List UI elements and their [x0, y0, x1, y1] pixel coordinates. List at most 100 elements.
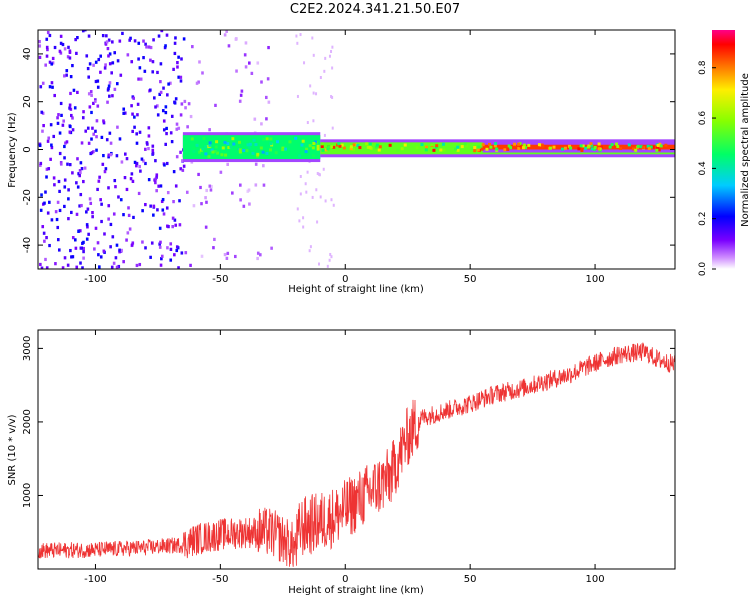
spectrogram-noise-cell [79, 261, 82, 265]
spectrogram-band-cell [403, 143, 407, 147]
spectrogram-noise-cell [147, 134, 151, 138]
spectrogram-band-cell [378, 145, 382, 149]
spectrogram-noise-cell [125, 157, 129, 161]
spectrogram-noise-cell [78, 174, 82, 178]
spectrogram-noise-cell [43, 239, 46, 243]
spectrogram-noise-cell [114, 185, 117, 189]
spectrogram-noise-cell [247, 188, 251, 192]
spectrogram-noise-cell [91, 215, 94, 219]
spectrogram-band-cell [216, 151, 220, 155]
spectrogram-noise-cell [142, 56, 145, 60]
spectrogram-noise-cell [69, 91, 72, 96]
snr-y-ticks: 1000 2000 3000 [22, 336, 675, 508]
spectrogram-noise-cell [79, 246, 83, 250]
spectrogram-noise-cell [223, 33, 227, 37]
spectrogram-noise-cell [165, 131, 168, 136]
spectrogram-noise-cell [51, 85, 54, 89]
spectrogram-noise-cell [331, 95, 334, 99]
spectrogram-noise-cell [312, 53, 315, 57]
spectrogram-band-cell [352, 143, 356, 147]
spectrogram-noise-cell [50, 62, 54, 66]
spectrogram-noise-cell [87, 75, 91, 79]
spectrogram-band-cell [190, 137, 194, 141]
spectrogram-band-cell [202, 136, 206, 140]
spectrogram-noise-cell [331, 45, 334, 49]
spectrogram-band-cell [213, 149, 217, 153]
spectrogram-noise-cell [226, 162, 229, 166]
spectrogram-noise-cell [59, 101, 63, 106]
spectrogram-noise-cell [120, 160, 124, 164]
spectrogram-band-cell [248, 142, 252, 146]
spectrogram-noise-cell [231, 191, 234, 195]
spectrogram-noise-cell [295, 34, 298, 38]
spectrogram-noise-cell [45, 37, 49, 41]
spectrogram-band-cell [301, 139, 305, 143]
spectrogram-noise-cell [69, 75, 73, 79]
spectrogram-noise-cell [118, 248, 121, 252]
spectrogram-noise-cell [96, 104, 100, 108]
spectrogram-band-cell [352, 147, 356, 151]
spectrogram-band-cell [208, 141, 212, 145]
spectrogram-noise-cell [53, 183, 56, 187]
spectrogram-noise-cell [107, 204, 111, 208]
spectrogram-noise-cell [76, 90, 79, 95]
spectrogram-noise-cell [109, 153, 113, 157]
spectrogram-noise-cell [67, 197, 70, 201]
spectrogram-noise-cell [38, 39, 41, 44]
spectrogram-band-cell [195, 143, 199, 147]
spectrogram-band-cell [522, 143, 526, 147]
spectrogram-noise-cell [317, 262, 320, 266]
spectrogram-noise-cell [167, 82, 170, 86]
spectrogram-band-cell [563, 146, 567, 150]
spectrogram-noise-cell [76, 157, 79, 161]
spectrogram-band-cell [473, 149, 477, 153]
spectrogram-noise-cell [319, 76, 322, 80]
spectrogram-noise-cell [80, 167, 84, 171]
spectrogram-noise-cell [59, 51, 63, 55]
spectrogram-noise-cell [114, 256, 118, 260]
spectrogram-noise-cell [100, 135, 104, 139]
spectrogram-noise-cell [81, 116, 85, 120]
spectrogram-noise-cell [189, 263, 192, 267]
spectrogram-noise-cell [139, 77, 143, 81]
spectrogram-noise-cell [93, 247, 96, 251]
spectrogram-noise-cell [88, 62, 92, 66]
spectrogram-band-cell [288, 140, 292, 144]
spectrogram-noise-cell [98, 175, 101, 179]
spectrogram-noise-cell [311, 195, 314, 199]
spectrogram-noise-cell [152, 38, 155, 42]
spectrogram-noise-cell [122, 213, 125, 217]
spectrogram-x-label: Height of straight line (km) [288, 284, 424, 295]
spectrogram-noise-cell [82, 110, 85, 114]
spectrogram-noise-cell [260, 122, 263, 126]
spectrogram-noise-cell [141, 240, 144, 244]
spectrogram-band-cell [541, 144, 545, 148]
spectrogram-noise-cell [59, 34, 63, 38]
spectrogram-band-cell [569, 146, 573, 150]
spectrogram-noise-cell [179, 79, 183, 83]
spectrogram-noise-cell [159, 184, 163, 188]
spectrogram-noise-cell [154, 105, 157, 109]
spectrogram-noise-cell [87, 92, 91, 96]
spectrogram-band-cell [349, 145, 353, 149]
spectrogram-noise-cell [138, 164, 141, 169]
spectrogram-noise-cell [309, 84, 312, 88]
spectrogram-noise-cell [182, 164, 186, 168]
spectrogram-band-cell [658, 142, 662, 146]
spectrogram-noise-cell [79, 192, 83, 197]
colorbar-tick-label: 0.0 [698, 262, 708, 277]
spectrogram-noise-cell [165, 33, 169, 37]
spectrogram-noise-cell [151, 70, 155, 74]
spectrogram-noise-cell [227, 44, 231, 48]
spectrogram-band-cell [298, 154, 302, 158]
spectrogram-noise-cell [86, 126, 90, 130]
spectrogram-noise-cell [75, 181, 78, 185]
spectrogram-noise-cell [135, 141, 139, 145]
spectrogram-band-cell [507, 144, 511, 148]
spectrogram-band-cell [356, 144, 360, 148]
spectrogram-noise-cell [166, 93, 169, 97]
spectrogram-noise-cell [159, 62, 163, 66]
spectrogram-band-cell [476, 148, 480, 152]
spectrogram-noise-cell [125, 238, 128, 242]
spectrogram-band-cell [324, 148, 328, 152]
